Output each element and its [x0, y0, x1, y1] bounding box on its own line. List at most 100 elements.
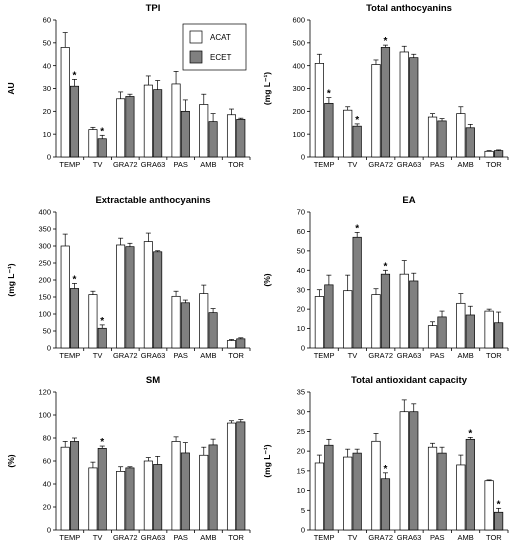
x-tick-label: TV	[93, 533, 103, 542]
x-tick-label: TOR	[228, 160, 244, 169]
x-tick-label: GRA72	[113, 533, 138, 542]
y-tick-label: 30	[297, 285, 305, 294]
y-tick-label: 300	[292, 84, 305, 93]
bar-ecet-gra63	[409, 57, 419, 158]
bar-acat-temp	[314, 63, 324, 158]
y-tick-label: 30	[43, 84, 51, 93]
y-axis-label: (%)	[6, 454, 16, 467]
bar-ecet-temp	[70, 441, 80, 531]
y-tick-label: 50	[43, 327, 51, 336]
x-tick-label: GRA72	[368, 533, 393, 542]
significance-marker: *	[384, 464, 388, 475]
bar-ecet-gra72	[380, 47, 391, 158]
y-tick-label: 10	[43, 130, 51, 139]
bar-ecet-pas	[437, 316, 447, 349]
x-tick-label: PAS	[430, 533, 444, 542]
significance-marker: *	[468, 428, 472, 439]
legend-label-ecet: ECET	[210, 53, 231, 62]
bar-acat-gra63	[399, 51, 409, 158]
y-tick-label: 40	[43, 61, 51, 70]
x-tick-label: GRA63	[141, 351, 166, 360]
y-tick-label: 200	[38, 276, 51, 285]
bar-ecet-temp	[324, 444, 334, 531]
bar-ecet-temp	[324, 284, 334, 349]
y-tick-label: 100	[38, 310, 51, 319]
bar-acat-tor	[226, 422, 236, 531]
bar-acat-gra72	[116, 98, 126, 158]
bar-acat-pas	[427, 446, 438, 531]
y-tick-label: 0	[47, 153, 51, 162]
x-tick-label: TOR	[228, 533, 244, 542]
x-tick-label: TV	[93, 160, 103, 169]
y-tick-label: 30	[297, 407, 305, 416]
significance-marker: *	[355, 223, 359, 234]
x-tick-label: PAS	[430, 351, 444, 360]
bar-acat-tv	[88, 467, 98, 531]
chart-panel-3: Extractable anthocyanins (mg L⁻¹) 0 50 100 15…	[6, 195, 251, 360]
bar-acat-pas	[427, 116, 438, 158]
y-tick-label: 300	[38, 242, 51, 251]
bar-ecet-gra72	[125, 246, 135, 349]
x-tick-label: GRA63	[397, 533, 422, 542]
y-tick-label: 400	[292, 61, 305, 70]
y-axis-label: (%)	[262, 273, 272, 286]
bar-acat-amb	[456, 464, 466, 531]
bar-acat-pas	[171, 441, 181, 531]
legend: ACAT ECET	[182, 23, 247, 71]
legend-swatch-acat	[189, 30, 203, 44]
significance-marker: *	[100, 126, 104, 137]
x-tick-label: GRA63	[141, 533, 166, 542]
bar-ecet-tor	[236, 421, 246, 531]
bar-ecet-gra63	[409, 280, 419, 349]
significance-marker: *	[355, 115, 359, 126]
bar-ecet-tv	[97, 448, 107, 531]
bar-ecet-amb	[208, 312, 218, 349]
significance-marker: *	[100, 437, 104, 448]
y-tick-label: 0	[301, 526, 305, 535]
bar-acat-tv	[343, 109, 353, 158]
bar-ecet-gra72	[380, 273, 391, 349]
bar-ecet-temp	[70, 85, 80, 158]
y-tick-label: 20	[297, 447, 305, 456]
significance-marker: *	[327, 89, 331, 100]
chart-panel-4: EA (%) 0 10 20 30 40 50 60 70 TEMP TV GRA72 GRA63 PAS A…	[262, 195, 509, 360]
x-tick-label: GRA63	[141, 160, 166, 169]
bar-ecet-tor	[494, 150, 504, 158]
bar-acat-temp	[314, 462, 324, 531]
bar-acat-temp	[314, 296, 324, 349]
y-tick-label: 400	[38, 208, 51, 217]
significance-marker: *	[384, 261, 388, 272]
bar-acat-pas	[171, 83, 181, 158]
y-tick-label: 15	[297, 466, 305, 475]
bar-ecet-tv	[352, 452, 362, 531]
y-tick-label: 20	[43, 503, 51, 512]
x-tick-label: GRA72	[113, 351, 138, 360]
y-tick-label: 0	[301, 153, 305, 162]
bar-ecet-tor	[236, 118, 246, 158]
bar-acat-gra63	[399, 273, 409, 349]
y-tick-label: 150	[38, 293, 51, 302]
bar-acat-pas	[171, 295, 181, 349]
y-tick-label: 80	[43, 434, 51, 443]
bar-acat-gra72	[371, 64, 381, 158]
x-tick-label: TOR	[486, 533, 502, 542]
bar-ecet-tv	[97, 138, 107, 158]
x-tick-label: AMB	[200, 533, 216, 542]
bar-acat-pas	[427, 325, 438, 349]
y-tick-label: 70	[297, 208, 305, 217]
bar-ecet-gra72	[125, 96, 135, 158]
bar-ecet-gra72	[125, 467, 135, 531]
y-tick-label: 10	[297, 324, 305, 333]
significance-marker: *	[497, 499, 501, 510]
x-tick-label: TV	[93, 351, 103, 360]
x-tick-label: AMB	[200, 351, 216, 360]
y-tick-label: 50	[297, 246, 305, 255]
bar-ecet-gra63	[409, 411, 419, 531]
bar-acat-gra63	[399, 411, 409, 531]
y-tick-label: 250	[38, 259, 51, 268]
y-axis-label: (mg L⁻¹)	[262, 72, 272, 105]
bar-acat-tv	[343, 456, 353, 531]
y-tick-label: 10	[297, 486, 305, 495]
bar-ecet-gra63	[153, 464, 163, 531]
